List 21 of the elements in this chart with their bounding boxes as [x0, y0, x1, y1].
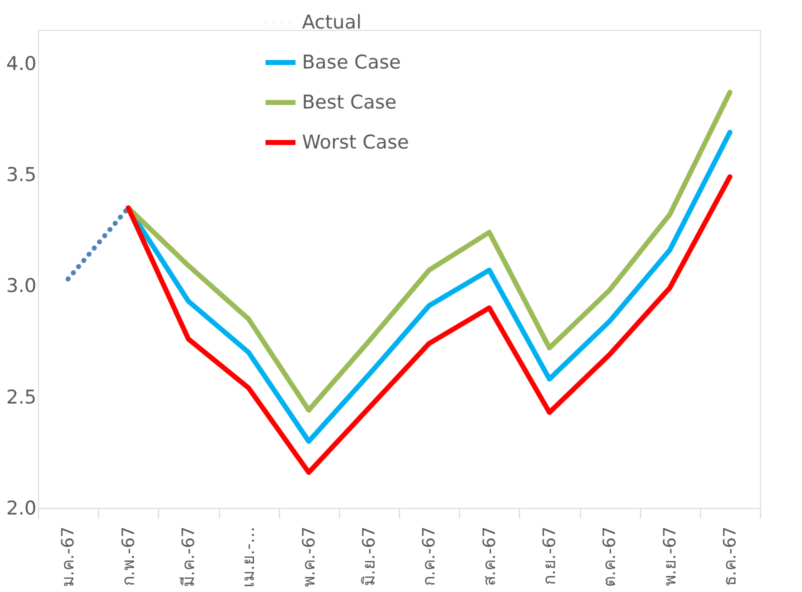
x-tick-label: ก.พ.-67 — [118, 526, 139, 586]
legend-label: Worst Case — [302, 132, 409, 154]
y-tick-label: 4.0 — [6, 52, 36, 75]
legend-label: Base Case — [302, 52, 401, 74]
y-tick-label: 3.0 — [6, 275, 36, 298]
x-tick-label: ก.ย.-67 — [540, 526, 560, 586]
x-tick-label: พ.ค.-67 — [299, 526, 320, 588]
x-tick-label: เม.ย.-… — [239, 526, 260, 588]
x-tick-label: ส.ค.-67 — [480, 526, 500, 586]
x-tick-label: มี.ค.-67 — [178, 526, 199, 588]
y-tick-label: 2.0 — [6, 498, 36, 520]
x-tick-label: ม.ค.-67 — [58, 526, 79, 588]
legend-label: Actual — [302, 12, 362, 34]
x-tick-label: ธ.ค.-67 — [720, 526, 740, 586]
x-tick-label: มิ.ย.-67 — [359, 526, 380, 586]
x-tick-label: ก.ค.-67 — [420, 526, 440, 586]
y-tick-label: 2.5 — [6, 386, 36, 408]
y-tick-label: 3.5 — [6, 164, 36, 186]
legend-label: Best Case — [302, 92, 397, 114]
x-tick-label: ต.ค.-67 — [600, 526, 620, 588]
x-tick-label: พ.ย.-67 — [660, 526, 680, 586]
